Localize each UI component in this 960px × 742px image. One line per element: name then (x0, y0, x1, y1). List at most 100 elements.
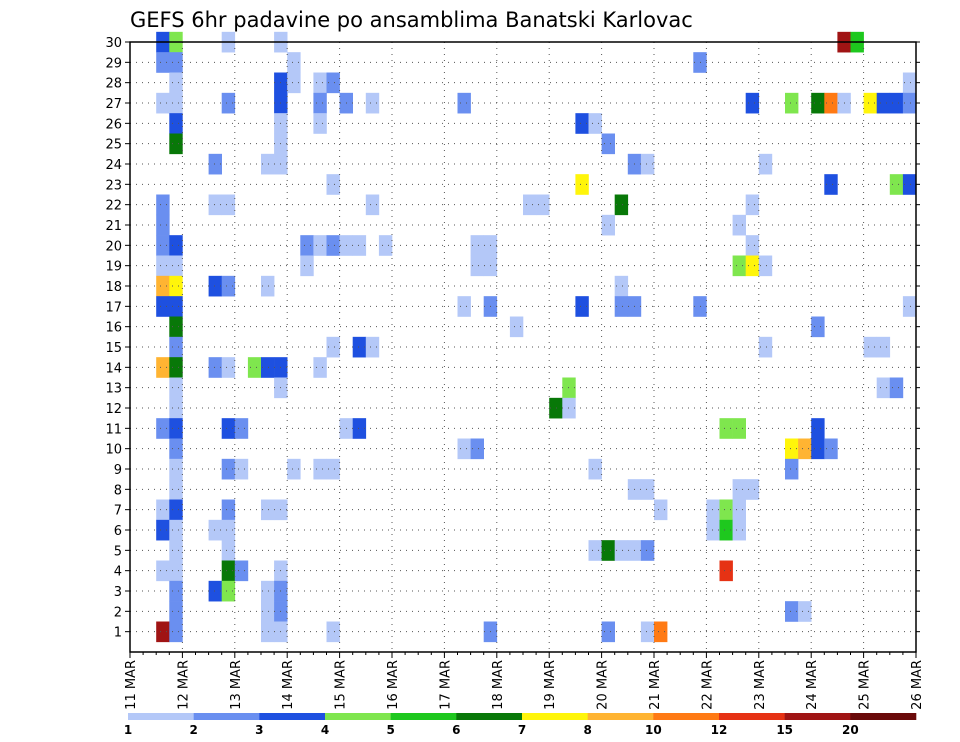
legend-label: 12 (711, 723, 728, 737)
heatmap-cell (811, 438, 825, 460)
y-tick-label: 5 (114, 544, 122, 559)
heatmap-cell (732, 255, 746, 277)
y-tick-label: 30 (105, 36, 122, 51)
y-tick-label: 8 (114, 483, 122, 498)
chart-title: GEFS 6hr padavine po ansamblima Banatski… (130, 8, 693, 32)
heatmap-cell (654, 621, 668, 643)
heatmap-cell (601, 621, 615, 643)
heatmap-cell (169, 316, 183, 338)
y-tick-label: 10 (105, 443, 122, 458)
legend-swatch (587, 713, 654, 720)
x-tick-label: 12 MAR (176, 660, 191, 710)
heatmap-cell (549, 397, 563, 419)
y-tick-label: 11 (105, 422, 122, 437)
legend-label: 5 (386, 723, 394, 737)
heatmap-cell (902, 174, 917, 195)
heatmap-cell (365, 336, 380, 358)
heatmap-cell (234, 418, 249, 439)
heatmap-cell (470, 255, 484, 277)
heatmap-cell (156, 92, 170, 114)
x-tick-label: 20 MAR (596, 660, 611, 710)
heatmap-cell (824, 438, 838, 460)
y-tick-label: 29 (105, 56, 122, 71)
heatmap-cell (169, 133, 183, 155)
heatmap-cell (261, 621, 275, 643)
heatmap-cell (313, 72, 327, 94)
y-tick-label: 3 (114, 585, 122, 600)
legend-label: 8 (583, 723, 591, 737)
heatmap-cell (156, 519, 170, 541)
heatmap-cell (287, 458, 301, 480)
y-tick-label: 13 (105, 382, 122, 397)
heatmap-cell (221, 560, 236, 582)
heatmap-cell (745, 235, 760, 256)
heatmap-cell (798, 601, 812, 622)
heatmap-cell (588, 458, 602, 480)
heatmap-cell (601, 540, 615, 561)
heatmap-cell (745, 479, 760, 500)
y-tick-label: 20 (105, 239, 122, 254)
legend-swatch (325, 713, 391, 720)
heatmap-cell (221, 418, 236, 439)
heatmap-cell (169, 601, 183, 622)
heatmap-cell (863, 92, 877, 114)
heatmap-cell (798, 438, 812, 460)
heatmap-cell (326, 336, 340, 358)
y-tick-label: 26 (105, 117, 122, 132)
heatmap-cell (614, 275, 629, 297)
x-tick-label: 15 MAR (334, 660, 349, 710)
legend: 1 2 3 4 5 6 7 8 10 12 15 20 (124, 713, 917, 737)
x-tick-label: 17 MAR (438, 660, 453, 710)
legend-label: 10 (645, 723, 662, 737)
heatmap-cell (601, 214, 615, 236)
heatmap-cell (614, 194, 629, 216)
heatmap-cell (247, 357, 262, 378)
heatmap-cell (326, 458, 340, 480)
heatmap-cell (221, 458, 236, 480)
legend-swatch (390, 713, 457, 720)
heatmap-cell (156, 418, 170, 439)
heatmap-cell (156, 296, 170, 317)
legend-swatch (653, 713, 720, 720)
heatmap-cell (876, 336, 891, 358)
legend-swatch (784, 713, 851, 720)
heatmap-cell (654, 499, 668, 521)
heatmap-cell (785, 458, 799, 480)
heatmap-cell (300, 235, 314, 256)
heatmap-cell (706, 519, 720, 541)
heatmap-cell (234, 560, 249, 582)
heatmap-cell (719, 418, 733, 439)
heatmap-cell (156, 194, 170, 216)
heatmap-cell (902, 72, 917, 94)
heatmap-cell (889, 174, 904, 195)
heatmap-cell (261, 580, 275, 602)
heatmap-cell (326, 72, 340, 94)
x-tick-label: 19 MAR (543, 660, 558, 710)
heatmap-cell (169, 72, 183, 94)
heatmap-cell (365, 194, 380, 216)
heatmap-cell (365, 92, 380, 114)
y-tick-label: 2 (114, 605, 122, 620)
heatmap-cell (156, 255, 170, 277)
legend-label: 1 (124, 723, 132, 737)
x-tick-label: 26 MAR (910, 660, 925, 710)
heatmap-cell (811, 316, 825, 338)
heatmap-cell (876, 92, 891, 114)
heatmap-cell (169, 336, 183, 358)
heatmap-cell (169, 357, 183, 378)
y-tick-label: 12 (105, 402, 122, 417)
heatmap-cell (457, 438, 471, 460)
heatmap-cell (169, 418, 183, 439)
heatmap-cell (614, 540, 629, 561)
heatmap-cell (588, 113, 602, 134)
heatmap-cell (261, 153, 275, 175)
y-tick-label: 7 (114, 504, 122, 519)
x-tick-label: 24 MAR (805, 660, 820, 710)
heatmap-cell (313, 92, 327, 114)
heatmap-cell (575, 113, 589, 134)
heatmap-cell (169, 621, 183, 643)
heatmap-cell (156, 621, 170, 643)
heatmap-cell (536, 194, 550, 216)
heatmap-cell (169, 560, 183, 582)
heatmap-cell (156, 214, 170, 236)
